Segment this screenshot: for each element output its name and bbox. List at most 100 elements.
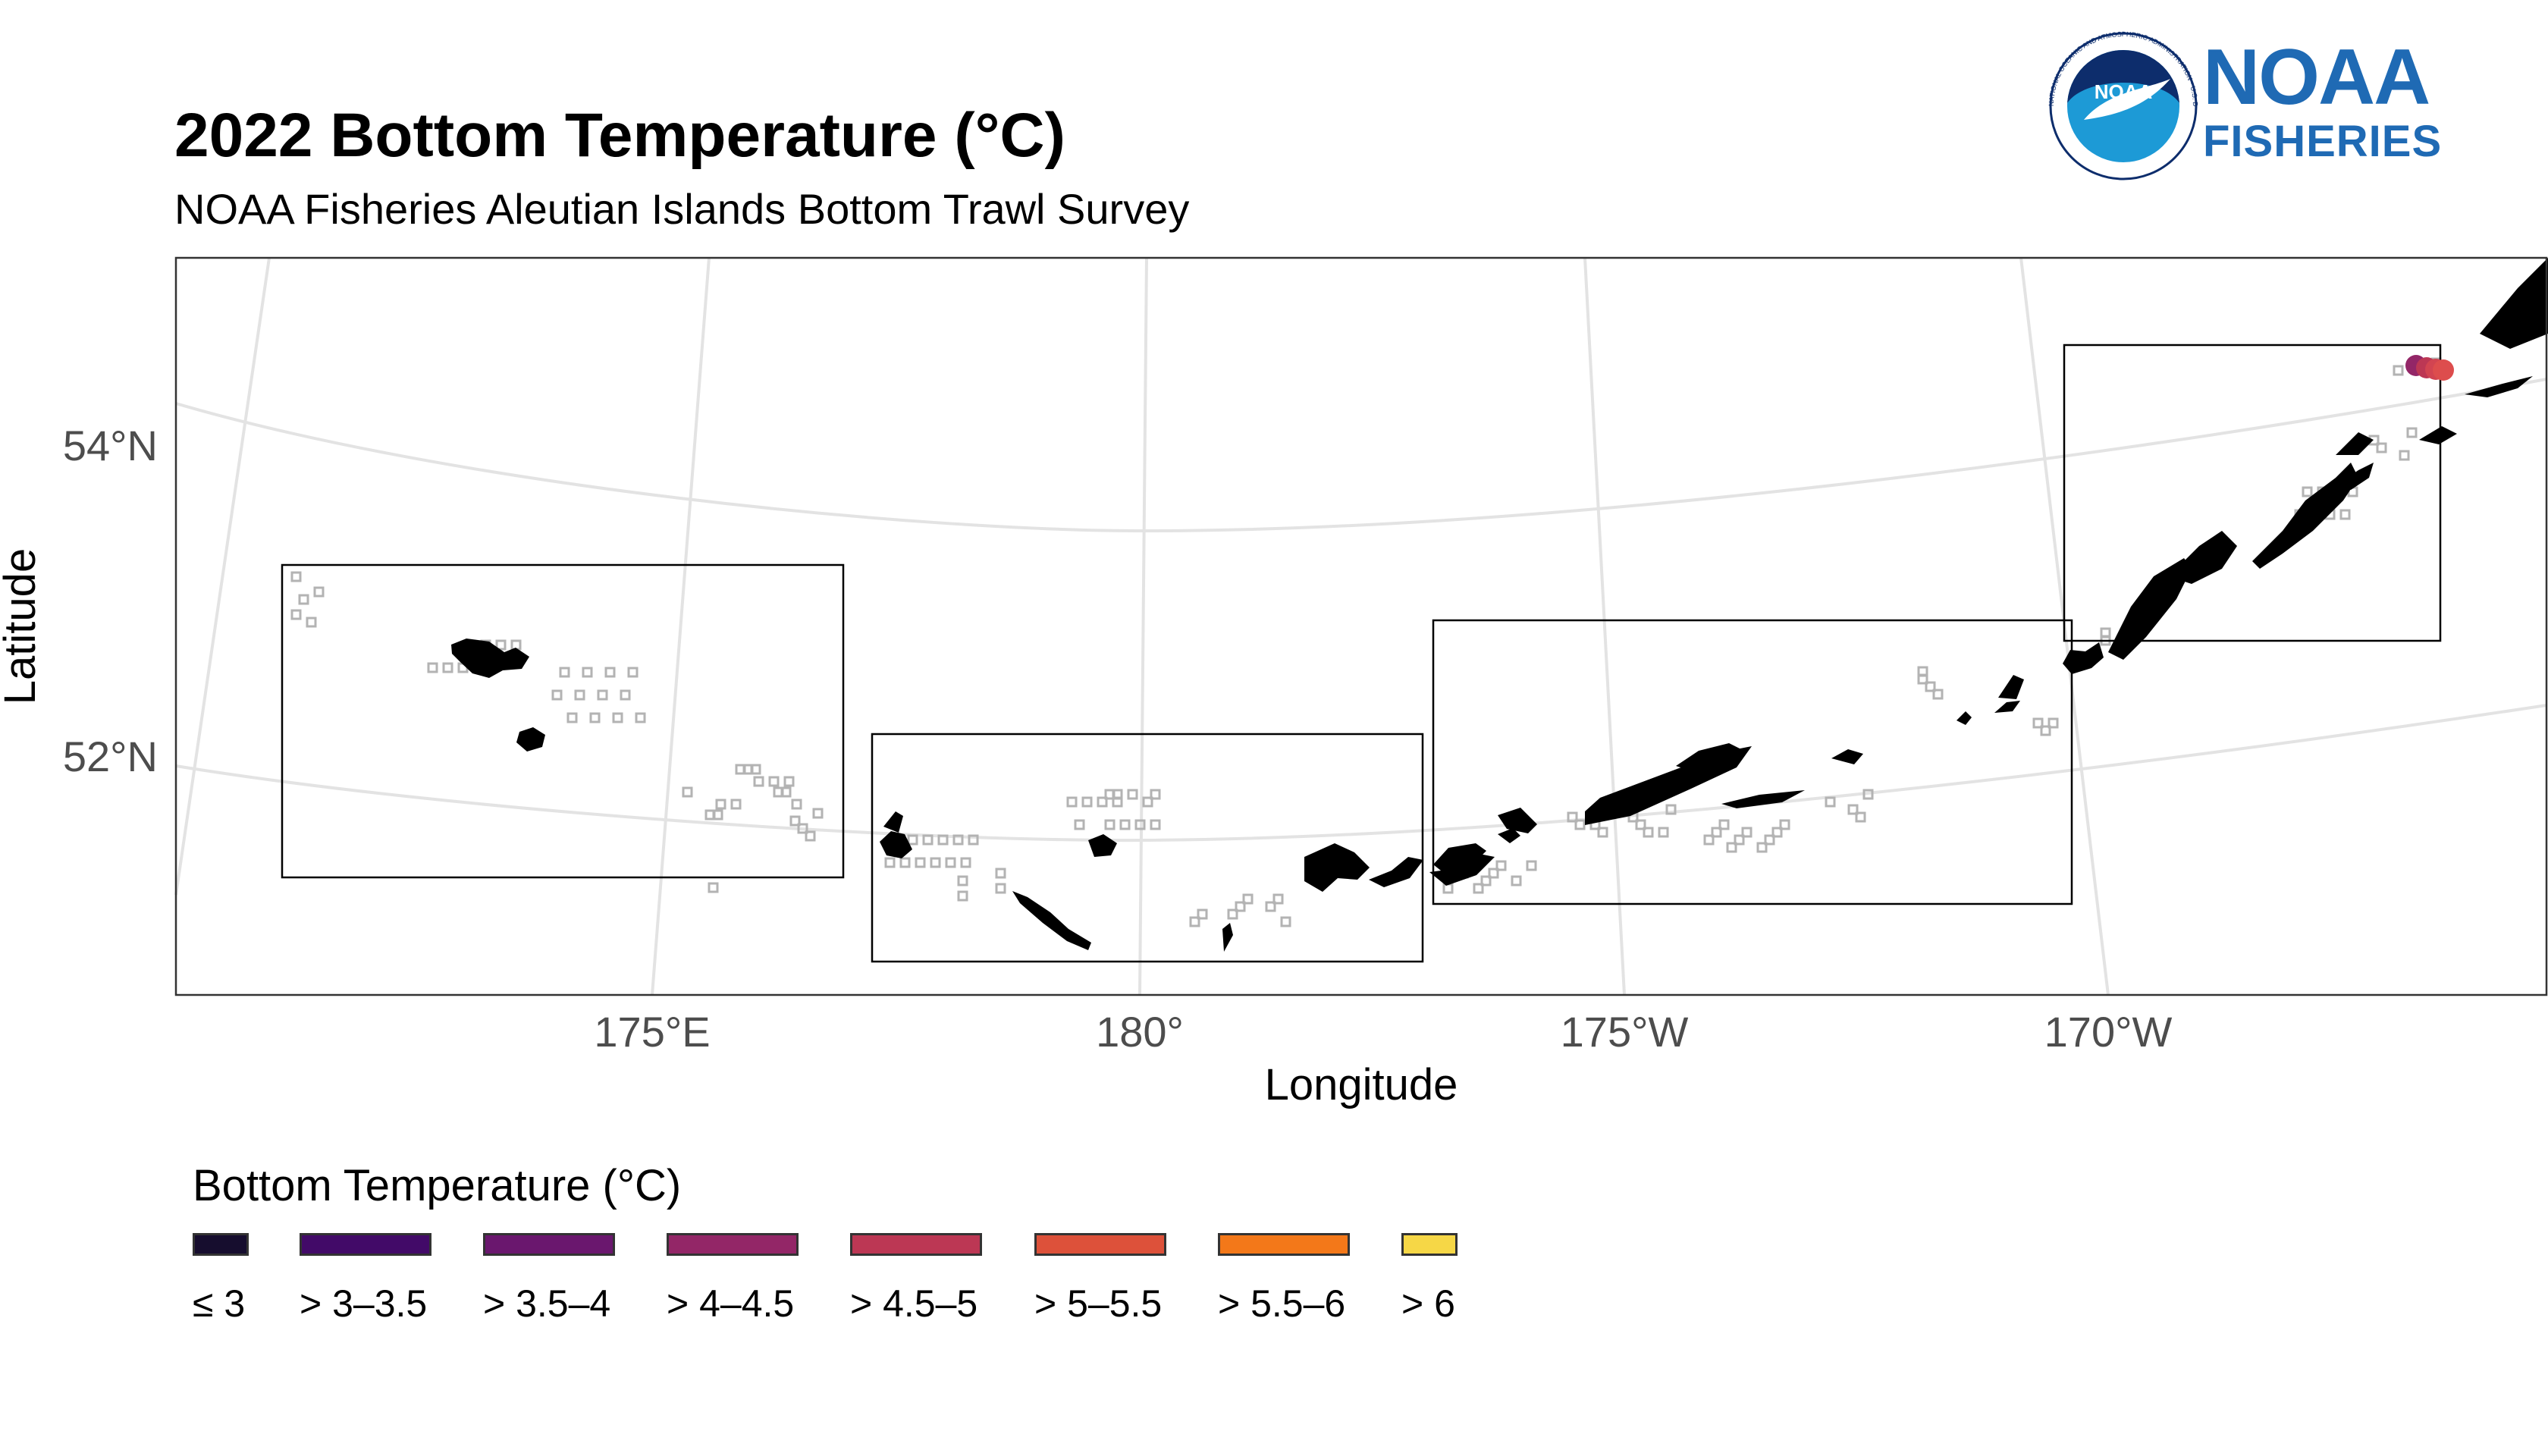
y-tick-52n: 52°N: [63, 733, 158, 780]
region-box-southern-bering: [2063, 344, 2442, 642]
station-cell: [1104, 819, 1116, 830]
wordmark-noaa: NOAA: [2203, 33, 2430, 121]
station-cell: [2393, 365, 2404, 376]
station-cell: [1272, 893, 1284, 905]
station-cell: [582, 667, 593, 678]
station-cell: [2406, 427, 2418, 438]
station-cell: [495, 639, 507, 651]
station-cell: [1643, 827, 1654, 838]
station-cell: [907, 834, 918, 846]
station-cell: [1925, 681, 1936, 692]
station-cell: [1150, 789, 1161, 800]
chart-title: 2022 Bottom Temperature (°C): [174, 101, 1065, 170]
station-cell: [313, 586, 325, 598]
station-cell: [1734, 834, 1745, 846]
island-yunaska: [1676, 743, 1744, 774]
station-cell: [2032, 717, 2044, 729]
station-cell: [957, 875, 968, 886]
station-cell: [712, 809, 723, 821]
station-cell: [945, 857, 956, 868]
map-panel: [176, 258, 2546, 995]
station-cell: [812, 808, 824, 819]
station-cell: [682, 786, 693, 798]
station-cell: [1825, 796, 1836, 808]
station-cell: [1855, 811, 1866, 823]
station-cell: [1104, 789, 1116, 800]
x-tick-180: 180°: [1096, 1008, 1184, 1056]
station-cell: [1932, 689, 1944, 700]
island-uliaga: [1994, 701, 2020, 713]
station-cell: [1847, 804, 1859, 815]
station-cell: [627, 667, 639, 678]
station-cell: [789, 815, 801, 827]
axis-tick-labels: 175°E 180° 175°W 170°W 54°N 52°N: [63, 422, 2173, 1056]
station-cell: [1718, 819, 1730, 830]
island-amukta: [1498, 828, 1520, 843]
island-unalaska-east: [2252, 463, 2358, 569]
noaa-emblem-icon: NOAA NATIONAL OCEANIC AND ATMOSPHERIC AD…: [2029, 24, 2199, 180]
island-akun: [2336, 463, 2374, 490]
island-akutan: [2336, 432, 2374, 455]
station-cell: [1526, 860, 1537, 871]
station-cell: [620, 689, 631, 701]
station-cell: [2302, 486, 2313, 497]
station-cell: [1235, 901, 1246, 912]
island-seguam: [1498, 808, 1537, 833]
y-tick-54n: 54°N: [63, 422, 158, 469]
island-kiska: [880, 831, 912, 858]
station-cell: [1703, 834, 1715, 846]
island-umnak-west: [2063, 642, 2104, 674]
station-cell: [995, 868, 1006, 879]
station-cell: [298, 594, 309, 605]
legend-key-4: [850, 1233, 982, 1256]
noaa-wordmark: NOAA FISHERIES: [2203, 38, 2442, 167]
station-cell: [1227, 908, 1238, 920]
legend-key-0: [193, 1233, 249, 1256]
station-cell: [952, 834, 964, 846]
island-unalaska: [2169, 531, 2237, 584]
station-cell: [1726, 842, 1737, 853]
station-cell: [1862, 789, 1874, 800]
temperature-points: [2405, 355, 2454, 381]
region-box-western: [281, 563, 845, 879]
station-cell: [1488, 868, 1499, 879]
legend-swatch: [1401, 1233, 1458, 1256]
station-cell: [551, 689, 563, 701]
legend-key-1: [300, 1233, 431, 1256]
station-cell: [960, 857, 971, 868]
station-cell: [290, 571, 302, 582]
station-cell: [1658, 827, 1669, 838]
station-cell: [2048, 717, 2059, 729]
legend-swatch: [850, 1233, 982, 1256]
island-attu: [451, 639, 529, 678]
station-cell: [1779, 819, 1790, 830]
station-cell: [1134, 819, 1146, 830]
legend-swatch: [1218, 1233, 1350, 1256]
station-cell: [930, 857, 941, 868]
island-chuginadak-east: [1956, 711, 1972, 725]
station-cell: [1665, 804, 1677, 815]
alaska-peninsula: [2480, 258, 2548, 349]
station-cell: [805, 830, 816, 842]
station-cell: [957, 890, 968, 902]
station-cell: [750, 764, 761, 775]
legend-label: ≤ 3: [193, 1282, 246, 1325]
noaa-fisheries-logo: NOAA NATIONAL OCEANIC AND ATMOSPHERIC AD…: [2029, 24, 2427, 182]
island-unimak-west: [2465, 376, 2533, 397]
station-cell: [1081, 796, 1093, 808]
station-cell: [612, 712, 623, 723]
station-cell: [2040, 725, 2051, 736]
x-axis-label: Longitude: [1265, 1060, 1458, 1109]
station-cell: [559, 667, 570, 678]
station-cell: [574, 689, 585, 701]
x-tick-170w: 170°W: [2044, 1008, 2173, 1056]
graticule-lat-54: [175, 378, 2547, 533]
legend-label: > 3–3.5: [300, 1282, 428, 1325]
station-cell: [753, 776, 764, 787]
graticule: [174, 257, 2547, 996]
station-cell: [708, 882, 719, 893]
station-cell: [715, 799, 726, 810]
island-tigalda: [2419, 426, 2457, 444]
station-cell: [899, 857, 911, 868]
